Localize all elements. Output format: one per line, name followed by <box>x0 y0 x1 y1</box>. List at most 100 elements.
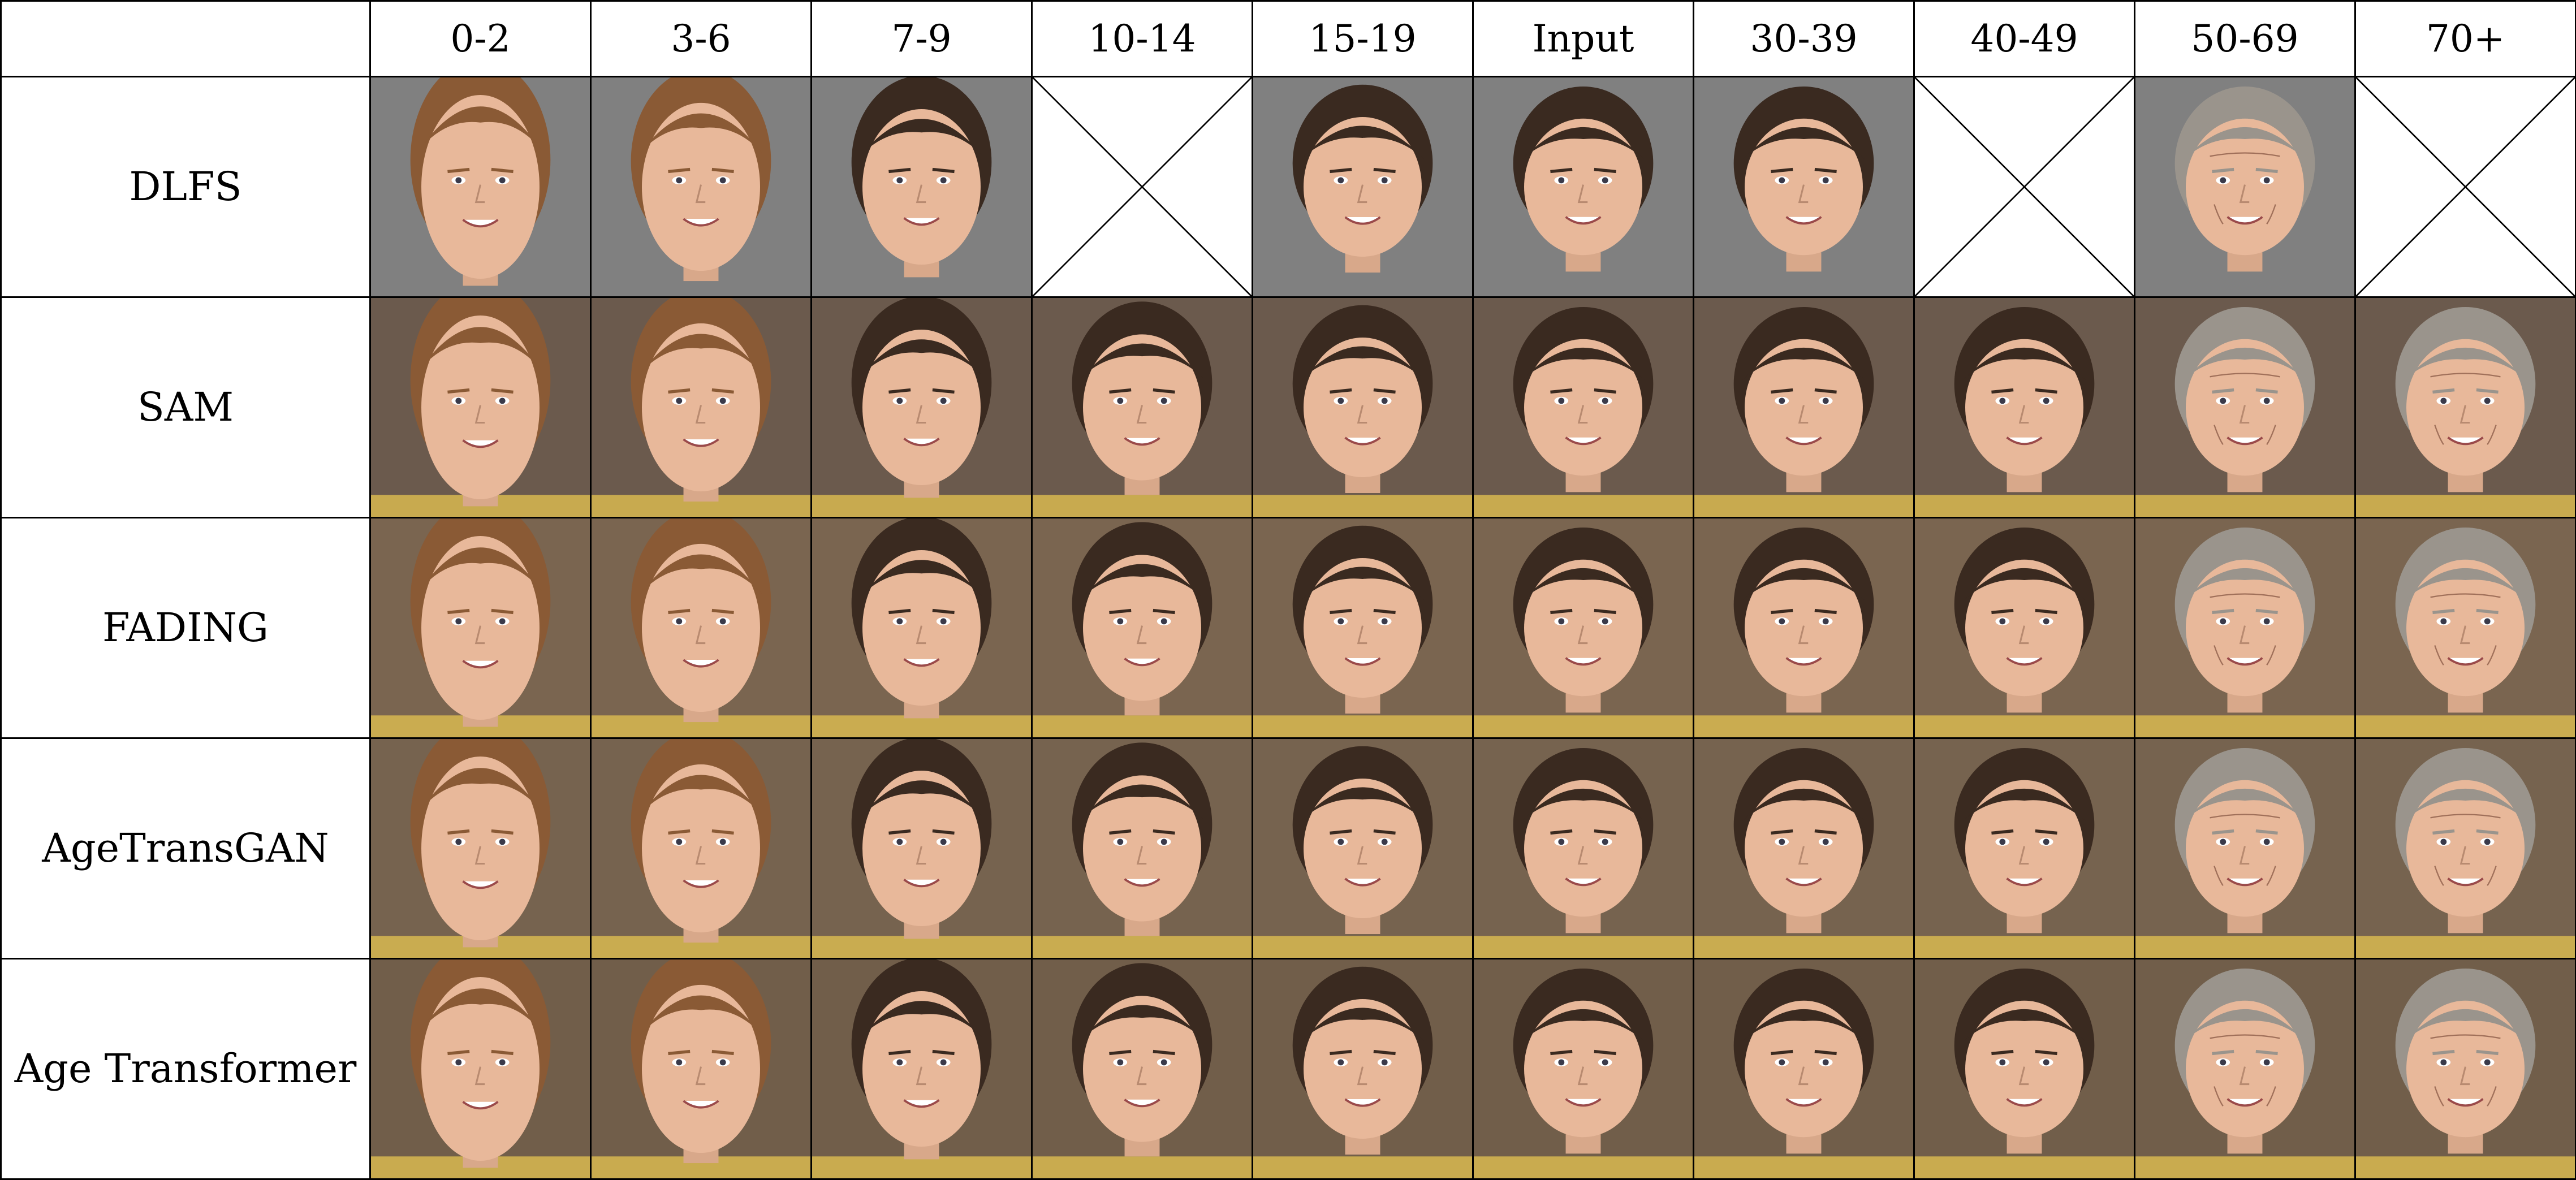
face-image-cell <box>810 958 1033 1180</box>
face-image <box>1254 960 1472 1178</box>
face-image <box>1033 299 1251 516</box>
face-image-cell <box>810 517 1033 739</box>
age-header-8: 50-69 <box>2134 0 2356 77</box>
face-image-cell <box>2134 958 2356 1180</box>
face-image <box>2136 299 2354 516</box>
face-image-cell <box>590 296 812 518</box>
face-image-cell <box>2354 517 2576 739</box>
face-image-cell <box>1472 296 1694 518</box>
face-image <box>1474 740 1692 957</box>
face-image-cell <box>590 517 812 739</box>
face-image-cell <box>1031 296 1253 518</box>
face-image <box>813 299 1030 516</box>
face-image-cell <box>2354 296 2576 518</box>
header-row: 0-2 3-6 7-9 10-14 15-19 Input 30-39 40-49 50-69 7… <box>0 0 2576 77</box>
face-image-cell <box>1252 76 1474 298</box>
face-image <box>1915 519 2133 737</box>
face-image-cell <box>1913 737 2135 959</box>
face-image-cell <box>810 296 1033 518</box>
face-image <box>372 78 589 296</box>
face-image <box>1695 519 1913 737</box>
face-image <box>2136 960 2354 1178</box>
method-label: DLFS <box>0 76 371 298</box>
face-image-cell <box>810 737 1033 959</box>
age-header-7: 40-49 <box>1913 0 2135 77</box>
face-image-cell <box>1031 958 1253 1180</box>
face-image <box>1474 299 1692 516</box>
face-image <box>1474 960 1692 1178</box>
face-image <box>2357 740 2574 957</box>
method-row: DLFS <box>0 76 2576 298</box>
face-image-cell <box>1472 517 1694 739</box>
face-image <box>1474 519 1692 737</box>
missing-x-icon <box>2357 78 2574 296</box>
face-image-cell <box>590 958 812 1180</box>
age-header-3: 10-14 <box>1031 0 1253 77</box>
face-image-cell <box>1472 76 1694 298</box>
face-image <box>2136 519 2354 737</box>
face-image <box>1695 299 1913 516</box>
face-image-cell <box>2134 76 2356 298</box>
face-image <box>372 960 589 1178</box>
face-image <box>592 740 810 957</box>
missing-result-cell <box>1031 76 1253 298</box>
face-image-cell <box>1913 517 2135 739</box>
age-header-5: Input <box>1472 0 1694 77</box>
face-image-cell <box>369 296 592 518</box>
face-image-cell <box>1472 737 1694 959</box>
face-image <box>2136 78 2354 296</box>
face-image-cell <box>1693 517 1915 739</box>
face-image <box>813 519 1030 737</box>
method-row: Age Transformer <box>0 958 2576 1180</box>
face-image <box>2357 960 2574 1178</box>
face-image-cell <box>1693 737 1915 959</box>
face-image-cell <box>1913 296 2135 518</box>
face-image <box>372 519 589 737</box>
face-image-cell <box>1472 958 1694 1180</box>
face-image <box>1033 519 1251 737</box>
missing-x-icon <box>1033 78 1251 296</box>
age-header-2: 7-9 <box>810 0 1033 77</box>
face-image <box>592 299 810 516</box>
method-label: Age Transformer <box>0 958 371 1180</box>
face-image-cell <box>2354 737 2576 959</box>
face-image <box>372 299 589 516</box>
face-image <box>1695 960 1913 1178</box>
face-image <box>813 740 1030 957</box>
face-image <box>592 519 810 737</box>
missing-x-icon <box>1915 78 2133 296</box>
face-image-cell <box>2134 737 2356 959</box>
face-image <box>1915 960 2133 1178</box>
face-image <box>1915 740 2133 957</box>
face-image-cell <box>369 517 592 739</box>
missing-result-cell <box>1913 76 2135 298</box>
face-image <box>1254 299 1472 516</box>
face-image-cell <box>1031 517 1253 739</box>
face-image <box>813 960 1030 1178</box>
face-image-cell <box>1693 958 1915 1180</box>
face-image-cell <box>2354 958 2576 1180</box>
face-image-cell <box>590 737 812 959</box>
face-image-cell <box>369 958 592 1180</box>
face-image <box>2357 519 2574 737</box>
age-header-1: 3-6 <box>590 0 812 77</box>
face-image-cell <box>1913 958 2135 1180</box>
face-image <box>1254 740 1472 957</box>
face-image <box>1254 519 1472 737</box>
face-image <box>2136 740 2354 957</box>
face-image-cell <box>810 76 1033 298</box>
face-image-cell <box>1252 517 1474 739</box>
method-label: FADING <box>0 517 371 739</box>
method-label: AgeTransGAN <box>0 737 371 959</box>
method-row: SAM <box>0 296 2576 518</box>
method-row: AgeTransGAN <box>0 737 2576 959</box>
face-image <box>1915 299 2133 516</box>
face-image-cell <box>1252 296 1474 518</box>
face-image-cell <box>590 76 812 298</box>
age-header-4: 15-19 <box>1252 0 1474 77</box>
face-image-cell <box>2134 517 2356 739</box>
face-image <box>2357 299 2574 516</box>
face-image <box>1254 78 1472 296</box>
